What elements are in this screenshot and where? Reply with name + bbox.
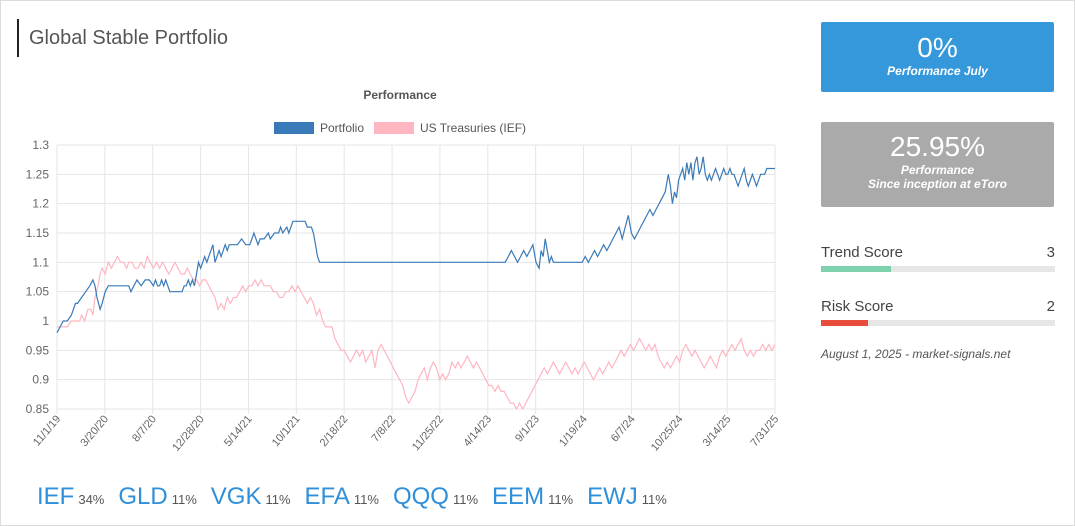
holding-item[interactable]: EWJ 11%	[587, 483, 667, 511]
holding-symbol: EEM	[492, 483, 545, 510]
performance-inception-card: 25.95% Performance Since inception at eT…	[821, 122, 1054, 207]
legend-label-ief: US Treasuries (IEF)	[420, 121, 526, 135]
x-tick-label: 8/7/20	[130, 413, 159, 444]
x-tick-label: 7/8/22	[370, 413, 399, 444]
holding-weight: 11%	[548, 492, 574, 507]
y-tick-label: 1.05	[26, 285, 50, 299]
holding-weight: 11%	[171, 492, 197, 507]
legend-swatch-ief	[374, 122, 414, 134]
holding-weight: 11%	[452, 492, 479, 507]
risk-score-value: 2	[1046, 298, 1055, 315]
performance-inception-value: 25.95%	[890, 131, 985, 162]
x-tick-label: 3/14/25	[701, 413, 734, 449]
y-tick-label: 1.25	[26, 167, 50, 181]
performance-month-card: 0% Performance July	[821, 22, 1054, 92]
holding-symbol: EFA	[304, 483, 350, 510]
y-tick-label: 1.3	[32, 138, 49, 152]
x-tick-label: 10/25/24	[649, 413, 686, 454]
holding-symbol: VGK	[210, 483, 262, 510]
holding-symbol: GLD	[118, 483, 168, 510]
x-tick-label: 3/20/20	[78, 413, 111, 449]
x-tick-label: 9/1/23	[513, 413, 542, 444]
holding-symbol: QQQ	[392, 483, 449, 510]
chart-legend: Portfolio US Treasuries (IEF)	[274, 121, 526, 135]
series-line-ief	[57, 254, 776, 411]
x-axis-ticks: 11/1/19 3/20/20 8/7/20 12/28/20 5/14/21 10/1/…	[31, 413, 781, 454]
trend-score-value: 3	[1046, 244, 1055, 261]
y-axis-ticks: 1.3 1.25 1.2 1.15 1.1 1.05 1 0.95 0.9 0.85	[26, 138, 50, 416]
series-line-portfolio	[56, 156, 775, 333]
holding-weight: 34%	[78, 492, 105, 507]
holding-item[interactable]: VGK 11%	[211, 483, 291, 511]
holding-item[interactable]: GLD 11%	[118, 483, 196, 511]
holding-item[interactable]: QQQ 11%	[393, 483, 478, 511]
x-tick-label: 11/1/19	[31, 413, 63, 448]
y-tick-label: 0.95	[26, 343, 50, 357]
chart-grid	[56, 144, 776, 414]
x-tick-label: 7/31/25	[749, 413, 782, 449]
x-tick-label: 6/7/24	[609, 413, 638, 444]
performance-inception-label-2: Since inception at eToro	[868, 177, 1007, 191]
page-title: Global Stable Portfolio	[17, 19, 228, 57]
y-tick-label: 1.2	[32, 197, 49, 211]
trend-score-label: Trend Score	[821, 244, 903, 261]
holding-symbol: EWJ	[587, 483, 638, 510]
x-tick-label: 11/25/22	[410, 413, 446, 453]
holding-weight: 11%	[265, 492, 291, 507]
risk-score-fill	[821, 320, 868, 326]
y-tick-label: 1	[42, 314, 49, 328]
holding-item[interactable]: IEF 34%	[37, 483, 104, 511]
performance-month-label: Performance July	[887, 64, 988, 78]
holding-item[interactable]: EFA 11%	[305, 483, 379, 511]
performance-month-value: 0%	[917, 32, 958, 63]
trend-score-bar	[821, 266, 1055, 272]
x-tick-label: 1/19/24	[557, 413, 590, 449]
risk-score: Risk Score 2	[821, 298, 1055, 326]
y-tick-label: 1.1	[32, 255, 49, 269]
x-tick-label: 10/1/21	[270, 413, 303, 449]
legend-swatch-portfolio	[274, 122, 314, 134]
performance-chart: Performance Portfolio US Treasuries (IEF…	[26, 88, 782, 454]
y-tick-label: 0.85	[26, 402, 50, 416]
holdings-list: IEF 34% GLD 11% VGK 11% EFA 11% QQQ 11% EEM 11…	[37, 483, 681, 511]
y-tick-label: 1.15	[26, 226, 50, 240]
trend-score-fill	[821, 266, 892, 272]
x-tick-label: 2/18/22	[318, 413, 351, 449]
holding-weight: 11%	[641, 492, 667, 507]
y-tick-label: 0.9	[32, 373, 49, 387]
risk-score-bar	[821, 320, 1055, 326]
holding-weight: 11%	[353, 492, 379, 507]
legend-label-portfolio: Portfolio	[320, 121, 364, 135]
x-tick-label: 4/14/23	[461, 413, 494, 449]
trend-score: Trend Score 3	[821, 244, 1055, 272]
x-tick-label: 12/28/20	[170, 413, 207, 454]
risk-score-label: Risk Score	[821, 298, 894, 315]
holding-symbol: IEF	[37, 483, 75, 510]
holding-item[interactable]: EEM 11%	[492, 483, 573, 511]
x-tick-label: 5/14/21	[222, 413, 255, 449]
performance-inception-label-1: Performance	[900, 163, 975, 177]
chart-title: Performance	[363, 88, 437, 102]
date-source: August 1, 2025 - market-signals.net	[821, 347, 1011, 361]
